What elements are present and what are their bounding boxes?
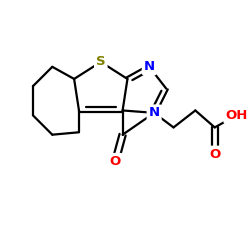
Text: N: N	[144, 60, 155, 73]
Text: OH: OH	[225, 109, 248, 122]
Text: N: N	[148, 106, 160, 120]
Text: S: S	[96, 56, 106, 68]
Text: O: O	[110, 155, 121, 168]
Text: O: O	[209, 148, 220, 160]
